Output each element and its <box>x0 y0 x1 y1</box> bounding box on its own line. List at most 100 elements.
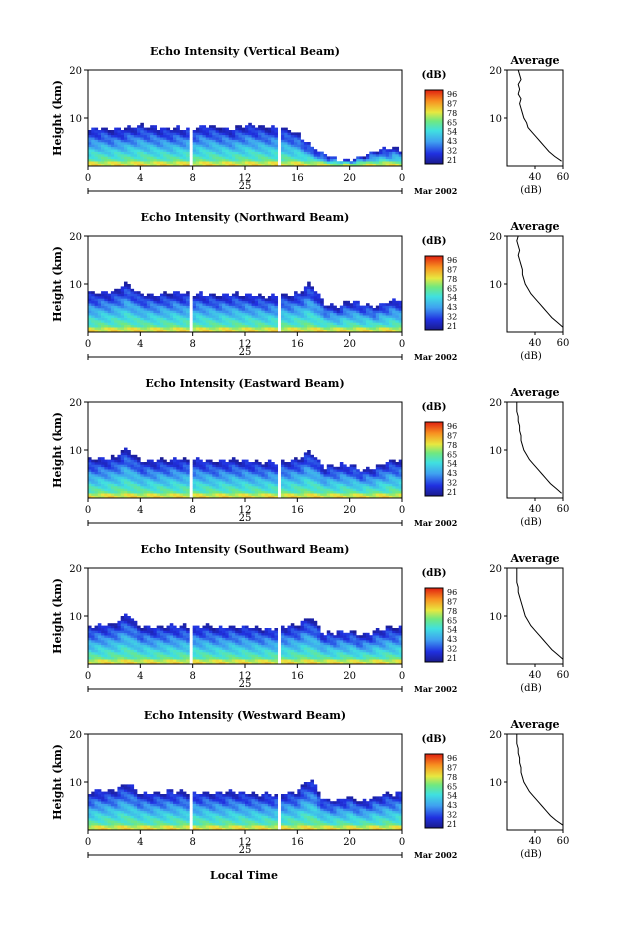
heatmap-cell <box>114 481 118 484</box>
heatmap-cell <box>209 474 213 477</box>
heatmap-cell <box>199 315 203 318</box>
heatmap-cell <box>166 656 171 660</box>
heatmap-cell <box>375 151 380 155</box>
heatmap-cell <box>382 474 386 477</box>
heatmap-cell <box>310 462 314 465</box>
heatmap-cell <box>120 163 125 167</box>
heatmap-cell <box>369 493 373 496</box>
heatmap-cell <box>123 284 128 287</box>
heatmap-cell <box>150 317 154 321</box>
heatmap-cell <box>169 654 174 658</box>
heatmap-cell <box>163 144 167 148</box>
heatmap-cell <box>264 476 269 480</box>
heatmap-cell <box>159 466 164 470</box>
heatmap-cell <box>366 305 370 309</box>
heatmap-cell <box>101 474 105 477</box>
heatmap-cell <box>235 163 239 167</box>
heatmap-cell <box>330 478 334 482</box>
heatmap-cell <box>202 132 207 136</box>
heatmap-cell <box>199 632 203 636</box>
heatmap-cell <box>101 495 105 499</box>
heatmap-cell <box>346 481 350 484</box>
heatmap-cell <box>372 324 377 328</box>
heatmap-cell <box>366 154 370 157</box>
heatmap-cell <box>271 296 275 299</box>
heatmap-cell <box>104 486 108 489</box>
heatmap-cell <box>173 134 177 138</box>
heatmap-cell <box>310 161 314 164</box>
heatmap-cell <box>320 493 324 496</box>
heatmap-cell <box>120 134 125 138</box>
heatmap-cell <box>199 478 203 482</box>
heatmap-cell <box>222 132 226 136</box>
heatmap-cell <box>218 303 223 306</box>
heatmap-cell <box>94 317 99 321</box>
heatmap-cell <box>218 478 223 482</box>
heatmap-cell <box>97 317 102 321</box>
heatmap-cell <box>150 312 154 316</box>
heatmap-cell <box>133 649 138 653</box>
heatmap-cell <box>294 457 298 460</box>
heatmap-cell <box>104 476 108 480</box>
heatmap-cell <box>290 327 295 330</box>
heatmap-cell <box>137 146 141 150</box>
heatmap-cell <box>362 469 367 472</box>
heatmap-cell <box>313 329 318 333</box>
heatmap-cell <box>97 647 102 650</box>
heatmap-cell <box>385 163 390 167</box>
heatmap-cell <box>104 327 108 330</box>
heatmap-cell <box>228 486 233 489</box>
heatmap-cell <box>231 471 236 475</box>
heatmap-cell <box>153 134 157 138</box>
heatmap-cell <box>326 308 331 311</box>
heatmap-cell <box>133 661 138 665</box>
heatmap-cell <box>235 652 239 655</box>
heatmap-cell <box>182 163 187 167</box>
heatmap-cell <box>117 329 122 333</box>
heatmap-cell <box>209 296 213 299</box>
heatmap-cell <box>120 298 125 302</box>
heatmap-cell <box>140 474 144 477</box>
heatmap-cell <box>303 296 308 299</box>
heatmap-cell <box>307 293 311 297</box>
heatmap-cell <box>153 647 157 650</box>
heatmap-cell <box>316 163 321 167</box>
heatmap-cell <box>392 317 396 321</box>
heatmap-cell <box>375 329 380 333</box>
heatmap-cell <box>379 312 383 316</box>
heatmap-cell <box>261 466 265 470</box>
heatmap-cell <box>173 300 177 304</box>
heatmap-cell <box>326 469 331 472</box>
heatmap-cell <box>120 137 125 140</box>
heatmap-cell <box>123 329 128 333</box>
heatmap-cell <box>127 478 131 482</box>
heatmap-cell <box>215 659 220 662</box>
heatmap-cell <box>310 476 314 480</box>
heatmap-cell <box>372 310 377 314</box>
heatmap-cell <box>205 151 210 155</box>
heatmap-cell <box>264 163 269 167</box>
heatmap-cell <box>153 156 157 160</box>
heatmap-cell <box>94 303 99 306</box>
heatmap-cell <box>212 158 216 162</box>
heatmap-cell <box>212 163 216 167</box>
heatmap-cell <box>209 642 213 646</box>
heatmap-cell <box>107 483 112 487</box>
heatmap-cell <box>107 466 112 470</box>
heatmap-cell <box>120 457 125 460</box>
heatmap-cell <box>156 490 161 494</box>
heatmap-cell <box>326 161 331 164</box>
heatmap-cell <box>153 488 157 492</box>
heatmap-cell <box>107 481 112 484</box>
heatmap-cell <box>349 161 354 164</box>
heatmap-cell <box>274 146 279 150</box>
heatmap-cell <box>245 490 249 494</box>
heatmap-cell <box>205 649 210 653</box>
heatmap-cell <box>398 327 403 330</box>
heatmap-cell <box>166 652 171 655</box>
heatmap-cell <box>235 308 239 311</box>
heatmap-cell <box>287 132 292 136</box>
heatmap-cell <box>130 300 135 304</box>
heatmap-cell <box>320 298 324 302</box>
heatmap-cell <box>123 466 128 470</box>
